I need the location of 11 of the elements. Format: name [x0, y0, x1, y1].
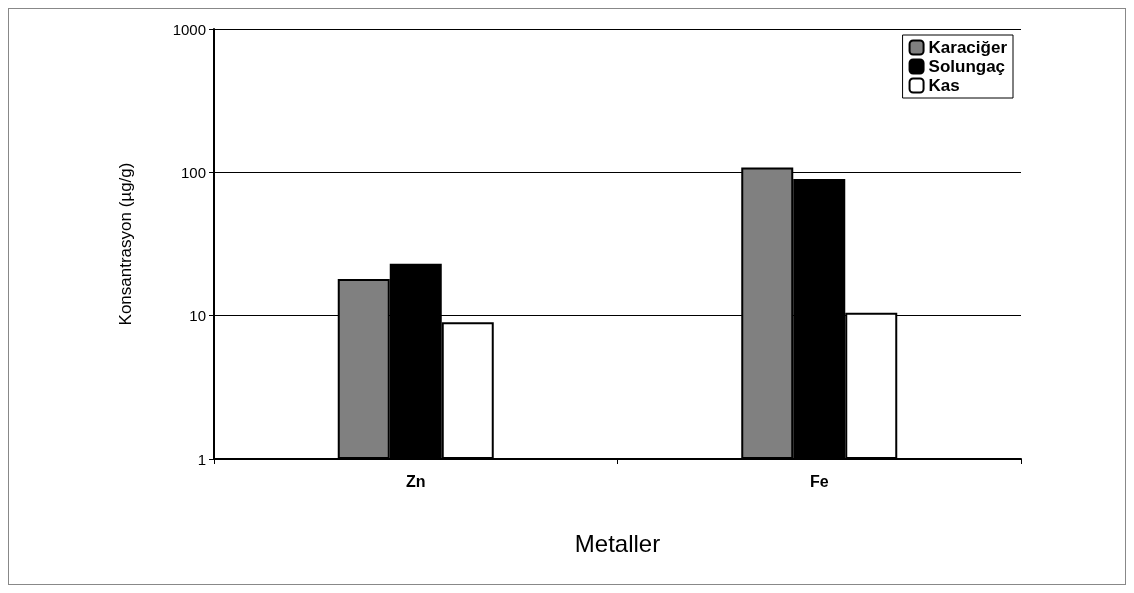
x-axis-title: Metaller: [574, 529, 661, 557]
y-tick-label: 1000: [172, 20, 206, 38]
legend-label: Kas: [928, 76, 960, 95]
legend-label: Karaciğer: [928, 38, 1008, 57]
y-tick-label: 100: [180, 163, 206, 181]
legend-label: Solungaç: [928, 57, 1006, 76]
x-tick-label: Zn: [405, 472, 426, 490]
x-tick-label: Fe: [809, 472, 829, 490]
y-axis-title: Konsantrasyon (µg/g): [116, 162, 135, 326]
y-tick-label: 1: [197, 450, 206, 468]
y-tick-label: 10: [189, 307, 206, 325]
